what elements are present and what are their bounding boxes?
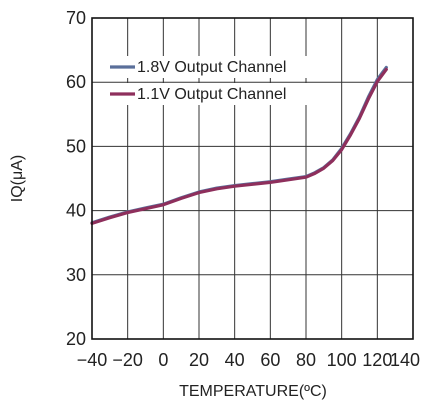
legend-entry-background: [104, 83, 338, 105]
legend-label: 1.8V Output Channel: [137, 59, 286, 76]
x-tick-label: 0: [158, 350, 168, 370]
x-tick-label: 120: [362, 350, 392, 370]
x-tick-label: 140: [390, 350, 420, 370]
x-tick-label: 20: [189, 350, 209, 370]
legend: 1.8V Output Channel 1.1V Output Channel: [104, 56, 338, 105]
y-tick-label: 60: [66, 72, 86, 92]
y-axis-label: IQ(μA): [9, 155, 26, 202]
x-tick-label: −40: [77, 350, 108, 370]
legend-label: 1.1V Output Channel: [137, 86, 286, 103]
series-line-2: [90, 67, 388, 225]
y-tick-labels: 20 30 40 50 60 70: [66, 8, 86, 349]
y-tick-label: 70: [66, 8, 86, 28]
x-tick-label: 80: [296, 350, 316, 370]
y-tick-label: 40: [66, 201, 86, 221]
y-tick-label: 20: [66, 329, 86, 349]
y-tick-label: 30: [66, 265, 86, 285]
x-tick-label: 100: [327, 350, 357, 370]
x-tick-label: 60: [260, 350, 280, 370]
legend-entry-background: [104, 56, 338, 78]
plot-area-frame: [91, 17, 414, 340]
x-tick-label: −20: [112, 350, 143, 370]
x-axis-label: TEMPERATURE(ºC): [179, 383, 327, 400]
x-tick-label: 40: [225, 350, 245, 370]
chart-series-layer: [90, 65, 388, 225]
y-tick-label: 50: [66, 136, 86, 156]
